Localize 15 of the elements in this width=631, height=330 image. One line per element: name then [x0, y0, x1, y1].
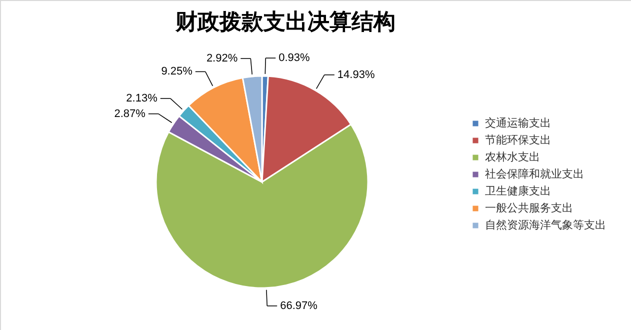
data-label: 2.13%	[126, 92, 158, 104]
chart-title: 财政拨款支出决算结构	[174, 9, 396, 35]
data-label: 2.87%	[114, 108, 146, 120]
data-label: 0.93%	[278, 52, 310, 64]
legend-label: 节能环保支出	[485, 134, 551, 146]
legend-label: 自然资源海洋气象等支出	[485, 218, 606, 232]
legend-label: 一般公共服务支出	[485, 202, 573, 214]
data-label: 66.97%	[280, 300, 318, 312]
legend-label: 社会保障和就业支出	[485, 168, 584, 180]
data-label: 14.93%	[337, 68, 375, 81]
legend-label: 卫生健康支出	[485, 184, 551, 198]
data-label: 9.25%	[161, 66, 193, 78]
data-label: 2.92%	[206, 52, 238, 65]
legend-label: 交通运输支出	[485, 116, 551, 130]
legend-label: 农林水支出	[485, 150, 540, 164]
